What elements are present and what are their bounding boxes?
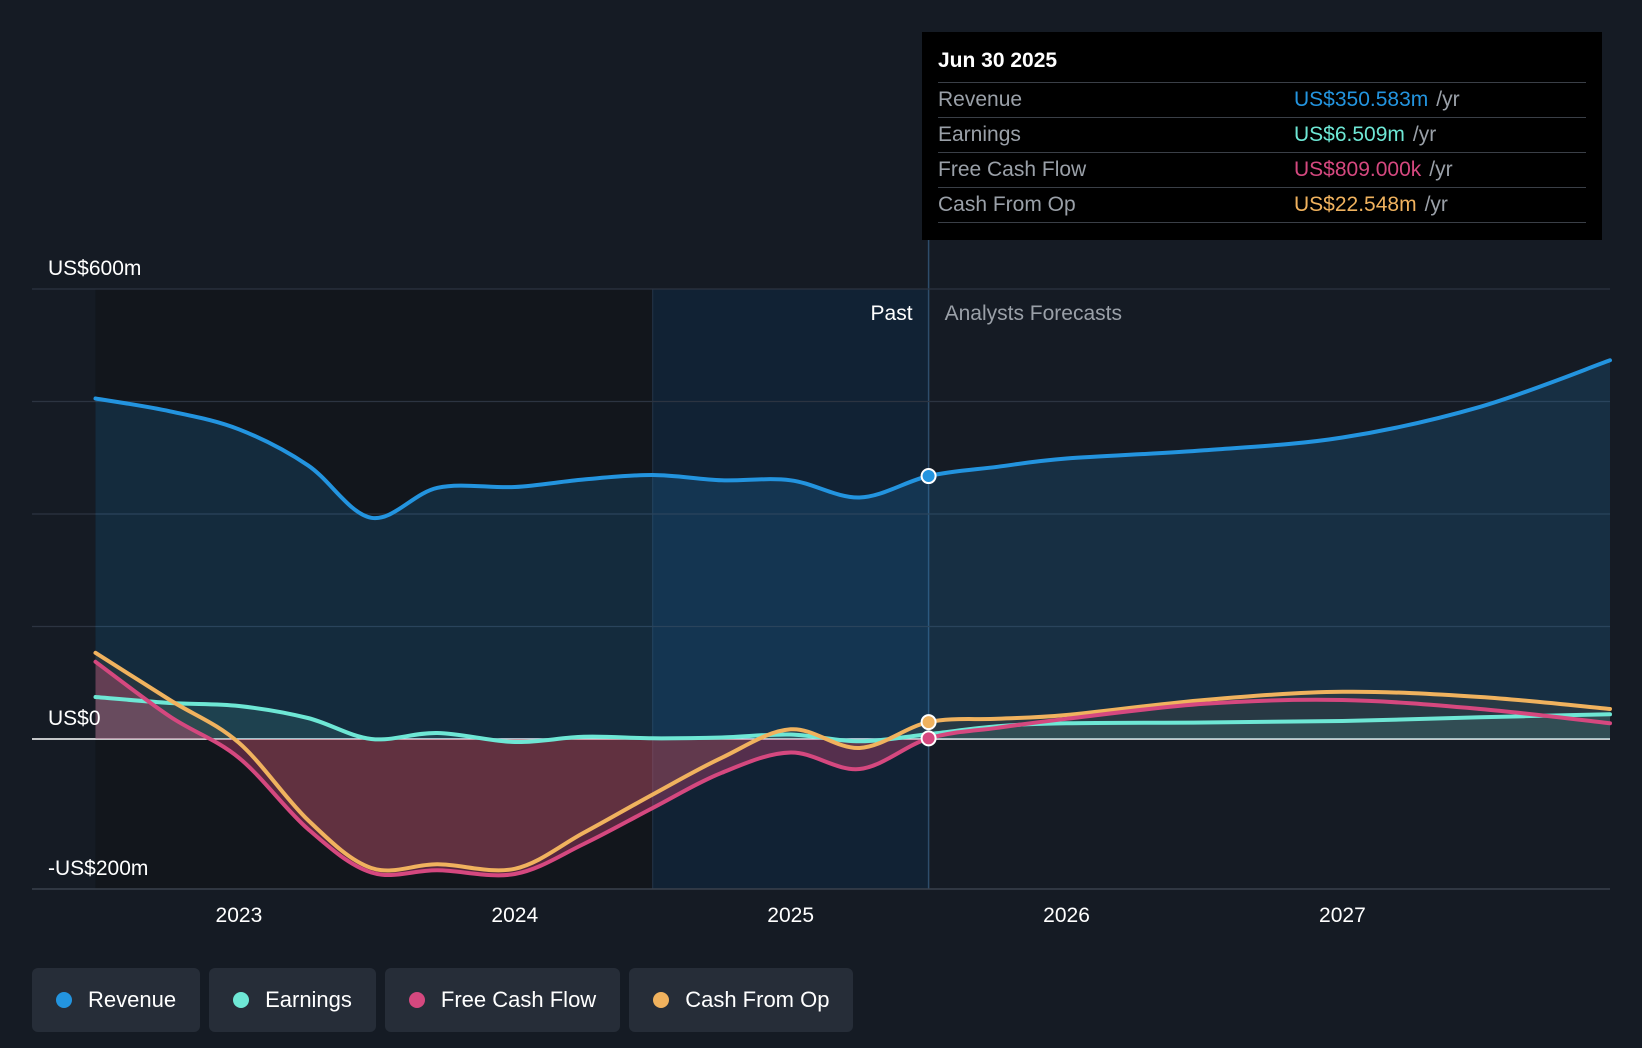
y-tick-label: US$0 — [48, 707, 101, 730]
cash-from-op-marker — [920, 714, 937, 731]
revenue-line — [93, 358, 1612, 520]
cash-from-op-line — [93, 650, 1612, 873]
tooltip-label: Free Cash Flow — [938, 158, 1087, 181]
tooltip-value: US$809.000k — [1294, 158, 1422, 181]
tooltip-date: Jun 30 2025 — [938, 46, 1586, 83]
legend-item-earnings[interactable]: Earnings — [209, 968, 376, 1032]
earnings-line — [93, 695, 1612, 745]
x-tick-label: 2027 — [1319, 904, 1366, 927]
tooltip-row-free-cash-flow: Free Cash Flow US$809.000k /yr — [938, 153, 1586, 188]
tooltip-value: US$22.548m — [1294, 193, 1417, 216]
legend-label: Earnings — [265, 987, 352, 1012]
tooltip-unit: /yr — [1436, 88, 1460, 111]
legend: Revenue Earnings Free Cash Flow Cash Fro… — [32, 968, 854, 1032]
y-tick-label: -US$200m — [48, 857, 148, 880]
free-cash-flow-area — [95, 661, 929, 876]
legend-label: Free Cash Flow — [440, 987, 597, 1012]
legend-item-cash-from-op[interactable]: Cash From Op — [629, 968, 854, 1032]
tooltip-row-revenue: Revenue US$350.583m /yr — [938, 83, 1586, 118]
revenue-area — [95, 360, 1610, 739]
past-label: Past — [871, 302, 913, 325]
free-cash-flow-dot-icon — [408, 992, 425, 1008]
legend-item-revenue[interactable]: Revenue — [32, 968, 201, 1032]
tooltip: Jun 30 2025 Revenue US$350.583m /yr Earn… — [922, 32, 1602, 240]
legend-label: Cash From Op — [685, 987, 830, 1012]
cash-from-op-dot-icon — [653, 992, 670, 1008]
y-tick-label: US$600m — [48, 257, 141, 280]
tooltip-label: Earnings — [938, 123, 1021, 146]
past-region — [95, 289, 653, 889]
tooltip-value: US$6.509m — [1294, 123, 1405, 146]
cash-from-op-area — [95, 652, 1610, 871]
free-cash-flow-marker — [920, 730, 937, 747]
legend-item-free-cash-flow[interactable]: Free Cash Flow — [384, 968, 621, 1032]
forecast-label: Analysts Forecasts — [945, 302, 1122, 325]
x-tick-label: 2024 — [491, 904, 538, 927]
revenue-dot-icon — [56, 992, 72, 1008]
tooltip-unit: /yr — [1412, 123, 1437, 146]
revenue-marker — [920, 468, 937, 485]
tooltip-value: US$350.583m — [1294, 88, 1429, 111]
x-tick-label: 2025 — [767, 904, 814, 927]
tooltip-unit: /yr — [1429, 158, 1453, 181]
free-cash-flow-line — [93, 659, 1612, 878]
tooltip-unit: /yr — [1424, 193, 1448, 216]
earnings-dot-icon — [233, 992, 250, 1008]
x-tick-label: 2023 — [216, 904, 263, 927]
earnings-area — [95, 697, 1610, 743]
tooltip-row-cash-from-op: Cash From Op US$22.548m /yr — [938, 188, 1586, 223]
x-tick-label: 2026 — [1043, 904, 1090, 927]
legend-label: Revenue — [88, 987, 177, 1012]
tooltip-row-earnings: Earnings US$6.509m /yr — [938, 118, 1586, 153]
tooltip-label: Revenue — [938, 88, 1023, 111]
tooltip-label: Cash From Op — [938, 193, 1076, 216]
recent-past-highlight — [652, 289, 929, 889]
